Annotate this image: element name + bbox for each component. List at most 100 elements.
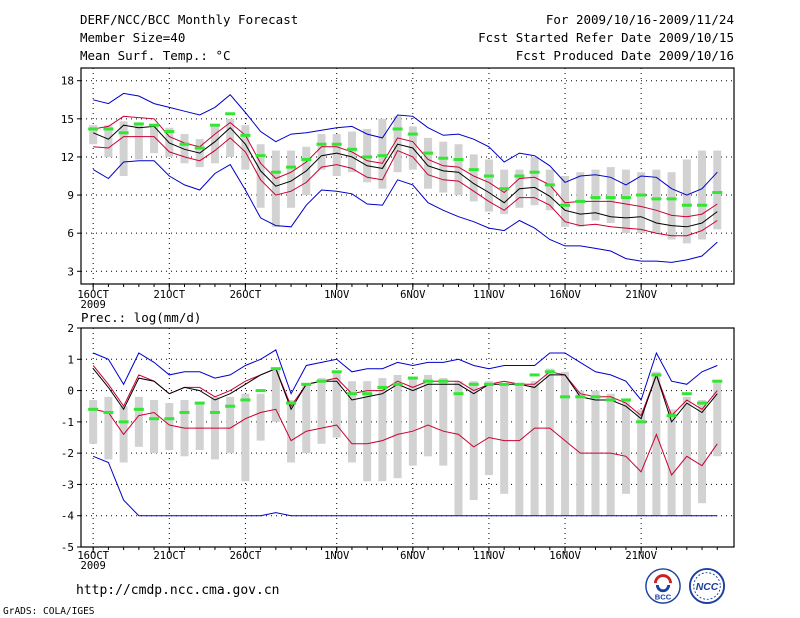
x-year-label: 2009 (81, 299, 106, 311)
spread-bar (104, 396, 113, 460)
spread-bar (347, 381, 356, 463)
spread-bar (484, 381, 493, 476)
series-line-min (92, 160, 718, 263)
spread-bar (484, 159, 493, 212)
median-marker (544, 183, 555, 187)
median-marker (544, 370, 555, 374)
spread-bar (134, 122, 143, 160)
source-url[interactable]: http://cmdp.ncc.cma.gov.cn (76, 583, 280, 598)
median-marker (88, 127, 99, 131)
forecast-period: For 2009/10/16-2009/11/24 (545, 12, 734, 27)
x-year-label: 2009 (81, 560, 106, 572)
y-tick-label: 9 (67, 189, 74, 202)
median-marker (346, 147, 357, 151)
y-tick-label: 1 (67, 353, 74, 366)
y-tick-label: -1 (61, 416, 74, 429)
median-marker (499, 187, 510, 191)
series-line-p25 (93, 136, 718, 237)
median-marker (194, 146, 205, 150)
spread-bar (180, 134, 189, 164)
median-marker (453, 157, 464, 161)
median-marker (651, 373, 662, 377)
spread-bar (393, 374, 402, 479)
spread-bar (150, 399, 159, 454)
median-marker (590, 196, 601, 200)
median-marker (423, 379, 434, 383)
spread-bar (424, 137, 433, 189)
x-tick-label: 26OCT (230, 289, 262, 301)
median-marker (240, 398, 251, 402)
x-tick-label: 11NOV (473, 289, 505, 301)
spread-bar (363, 381, 372, 482)
median-marker (377, 385, 388, 389)
ncc-logo: NCC (688, 567, 726, 605)
median-marker (377, 154, 388, 158)
median-marker (483, 174, 494, 178)
spread-bar (561, 176, 570, 227)
median-marker (468, 382, 479, 386)
median-marker (636, 420, 647, 424)
median-marker (438, 156, 449, 160)
median-marker (362, 155, 373, 159)
spread-bar (530, 381, 539, 516)
spread-bar (119, 121, 128, 176)
x-tick-label: 6NOV (400, 550, 426, 562)
median-marker (468, 168, 479, 172)
median-marker (316, 142, 327, 146)
x-tick-label: 6NOV (400, 289, 426, 301)
series-line-p75 (92, 365, 718, 417)
spread-bar (713, 381, 722, 457)
spread-bar (271, 150, 280, 227)
y-tick-label: 18 (61, 75, 74, 88)
spread-bar (210, 125, 219, 164)
x-tick-label: 21NOV (625, 289, 657, 301)
median-marker (681, 392, 692, 396)
spread-bar (408, 378, 417, 466)
median-marker (164, 130, 175, 134)
median-marker (681, 203, 692, 207)
forecast-started-date: Fcst Started Refer Date 2009/10/15 (478, 30, 734, 45)
y-tick-label: -4 (61, 510, 75, 523)
median-marker (407, 376, 418, 380)
median-marker (392, 127, 403, 131)
median-marker (514, 382, 525, 386)
spread-bar (195, 403, 204, 451)
spread-bar (317, 378, 326, 444)
spread-bar (150, 123, 159, 154)
variable-label-temperature: Mean Surf. Temp.: °C (80, 48, 231, 63)
median-marker (209, 123, 220, 127)
spread-bar (378, 378, 387, 482)
series-line-min (93, 455, 718, 517)
median-marker (453, 392, 464, 396)
spread-bar (682, 159, 691, 244)
spread-bar (89, 399, 98, 444)
chart-title: DERF/NCC/BCC Monthly Forecast (80, 12, 299, 27)
median-marker (499, 382, 510, 386)
median-marker (620, 398, 631, 402)
median-marker (209, 410, 220, 414)
median-marker (529, 373, 540, 377)
spread-bar (500, 384, 509, 494)
median-marker (407, 132, 418, 136)
member-size-label: Member Size=40 (80, 30, 186, 45)
y-tick-label: 12 (61, 151, 74, 164)
x-tick-label: 26OCT (230, 550, 262, 562)
spread-bar (287, 150, 296, 208)
spread-bar (561, 371, 570, 516)
median-marker (164, 417, 175, 421)
median-marker (575, 199, 586, 203)
median-marker (392, 382, 403, 386)
median-marker (301, 157, 312, 161)
median-marker (560, 203, 571, 207)
series-line-max (93, 349, 718, 402)
spread-bar (545, 368, 554, 516)
spread-bar (621, 399, 630, 494)
median-marker (179, 142, 190, 146)
y-tick-label: 2 (67, 322, 74, 335)
median-marker (88, 407, 99, 411)
series-line-mean (93, 124, 718, 228)
median-marker (149, 417, 160, 421)
spread-bar (637, 172, 646, 234)
plot-frame (80, 327, 735, 548)
x-tick-label: 11NOV (473, 550, 505, 562)
